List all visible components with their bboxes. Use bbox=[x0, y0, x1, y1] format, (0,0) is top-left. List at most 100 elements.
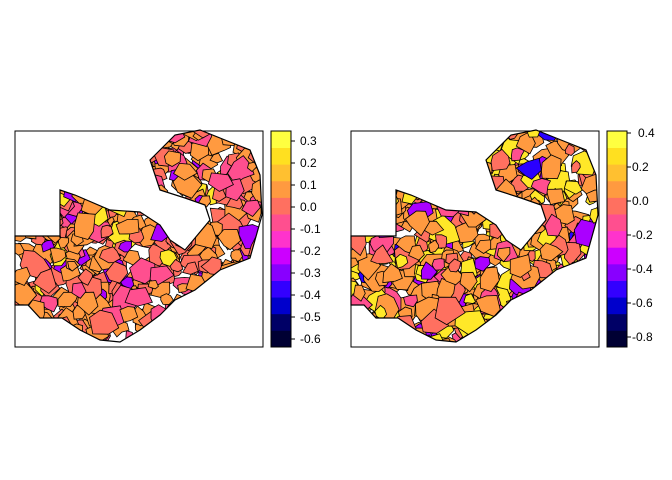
map-cell bbox=[71, 282, 87, 299]
colorbar-band bbox=[607, 280, 627, 298]
map-cell bbox=[89, 309, 120, 335]
colorbar-band bbox=[607, 297, 627, 315]
colorbar-band bbox=[607, 131, 627, 149]
map-cell bbox=[207, 172, 234, 192]
map-cell bbox=[434, 296, 466, 326]
map-cell bbox=[353, 284, 366, 302]
right-colorbar bbox=[606, 130, 631, 348]
colorbar-band bbox=[271, 297, 291, 315]
map-cell bbox=[459, 271, 478, 293]
map-cell bbox=[212, 186, 227, 202]
map-cell bbox=[539, 242, 564, 262]
map-cell bbox=[98, 246, 122, 264]
right-colorbar-ticks: 0.4 0.2 0.0 -0.2 -0.4 -0.6 -0.8 bbox=[632, 126, 655, 344]
map-cell bbox=[163, 150, 181, 167]
colorbar-band bbox=[607, 164, 627, 182]
map-cell bbox=[129, 257, 156, 285]
right-tick-2: 0.0 bbox=[632, 194, 649, 208]
map-cell bbox=[431, 258, 445, 271]
colorbar-band bbox=[271, 214, 291, 232]
map-cell bbox=[67, 261, 79, 272]
map-cell bbox=[119, 306, 139, 323]
right-country-outline bbox=[350, 129, 599, 343]
left-tick-7: -0.4 bbox=[300, 288, 321, 302]
map-cell bbox=[96, 130, 114, 133]
map-cell bbox=[39, 295, 58, 313]
map-cell bbox=[77, 268, 93, 286]
map-cell bbox=[490, 148, 511, 172]
map-cell bbox=[479, 266, 500, 292]
colorbar-border bbox=[270, 130, 292, 348]
right-map-panel: 0.4 0.2 0.0 -0.2 -0.4 -0.6 -0.8 bbox=[350, 126, 655, 348]
right-tick-3: -0.2 bbox=[632, 228, 653, 242]
map-cell bbox=[147, 280, 159, 290]
map-cell bbox=[437, 336, 463, 342]
map-cell bbox=[124, 287, 153, 307]
map-cell bbox=[496, 246, 511, 263]
map-cell bbox=[563, 180, 583, 195]
left-colorbar bbox=[270, 130, 295, 348]
map-cell bbox=[404, 210, 430, 237]
left-tick-9: -0.6 bbox=[300, 332, 321, 346]
map-cell bbox=[435, 338, 453, 342]
map-cell bbox=[115, 219, 140, 235]
right-tick-4: -0.4 bbox=[632, 262, 653, 276]
map-cell bbox=[100, 224, 114, 239]
map-cell bbox=[209, 152, 224, 164]
map-cell bbox=[525, 130, 542, 138]
map-cell bbox=[241, 199, 261, 218]
left-country-outline bbox=[14, 129, 263, 343]
colorbar-band bbox=[607, 247, 627, 265]
left-tick-1: 0.2 bbox=[300, 156, 317, 170]
map-cell bbox=[585, 189, 598, 203]
map-cell bbox=[475, 239, 492, 254]
colorbar-band bbox=[607, 214, 627, 232]
map-cell bbox=[544, 213, 563, 237]
map-cell bbox=[74, 212, 96, 240]
map-cell bbox=[118, 240, 133, 253]
colorbar-band bbox=[271, 263, 291, 281]
map-cell bbox=[105, 260, 129, 284]
colorbar-band bbox=[607, 180, 627, 198]
map-cell bbox=[420, 261, 438, 280]
left-colorbar-ticks: 0.3 0.2 0.1 0.0 -0.1 -0.2 -0.3 -0.4 -0.5… bbox=[300, 134, 321, 346]
left-tick-5: -0.2 bbox=[300, 244, 321, 258]
colorbar-band bbox=[271, 247, 291, 265]
map-cell bbox=[448, 258, 462, 273]
map-cell bbox=[218, 130, 235, 132]
colorbar-band bbox=[607, 197, 627, 215]
map-cell bbox=[408, 244, 425, 261]
right-tick-1: 0.2 bbox=[632, 160, 649, 174]
map-cell bbox=[41, 239, 56, 253]
map-cell bbox=[169, 258, 184, 273]
map-cell bbox=[217, 229, 242, 251]
map-cell bbox=[509, 254, 532, 278]
left-tick-8: -0.5 bbox=[300, 310, 321, 324]
left-tick-3: 0.0 bbox=[300, 200, 317, 214]
colorbar-band bbox=[271, 164, 291, 182]
right-tick-5: -0.6 bbox=[632, 296, 653, 310]
map-cell bbox=[15, 243, 26, 256]
map-cell bbox=[49, 247, 67, 264]
colorbar-band bbox=[271, 313, 291, 331]
left-map-panel: 0.3 0.2 0.1 0.0 -0.1 -0.2 -0.3 -0.4 -0.5… bbox=[14, 129, 321, 348]
map-cell bbox=[181, 261, 199, 275]
colorbar-band bbox=[607, 230, 627, 248]
colorbar-band bbox=[271, 147, 291, 165]
map-cell bbox=[370, 244, 394, 264]
right-tick-6: -0.8 bbox=[632, 330, 653, 344]
map-cell bbox=[428, 239, 440, 254]
map-cell bbox=[515, 157, 542, 180]
map-cell bbox=[564, 143, 575, 156]
map-cell bbox=[540, 154, 562, 180]
left-tick-0: 0.3 bbox=[300, 134, 317, 148]
map-cell bbox=[395, 253, 409, 269]
left-tick-6: -0.3 bbox=[300, 266, 321, 280]
colorbar-border bbox=[606, 130, 628, 348]
map-cell bbox=[76, 291, 99, 316]
map-cell bbox=[382, 263, 403, 284]
map-cell bbox=[530, 178, 552, 196]
right-tick-0: 0.4 bbox=[638, 126, 655, 140]
colorbar-band bbox=[271, 330, 291, 348]
